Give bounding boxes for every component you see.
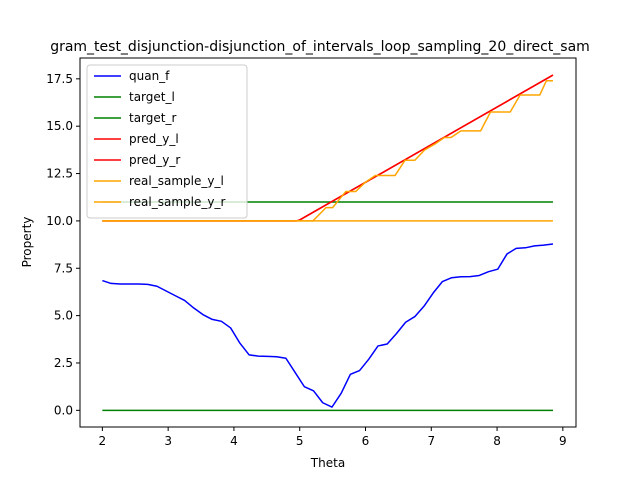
x-axis: 2 3 4 5 6 7 8 9 <box>99 427 567 448</box>
y-tick-label: 15.0 <box>46 119 73 133</box>
x-axis-label: Theta <box>310 456 345 470</box>
y-tick-label: 12.5 <box>46 167 73 181</box>
legend-label: quan_f <box>129 69 170 83</box>
series-line-real-sample-y-l <box>102 79 553 222</box>
y-tick-label: 0.0 <box>54 403 73 417</box>
x-tick-label: 6 <box>362 434 370 448</box>
legend-label: target_r <box>129 111 176 125</box>
y-tick-label: 17.5 <box>46 72 73 86</box>
legend-label: pred_y_l <box>129 132 179 146</box>
y-tick-label: 2.5 <box>54 356 73 370</box>
y-axis: 0.0 2.5 5.0 7.5 10.0 12.5 15.0 17.5 <box>46 72 80 417</box>
legend-label: real_sample_y_l <box>129 174 224 188</box>
y-tick-label: 7.5 <box>54 261 73 275</box>
legend-box <box>86 64 248 219</box>
x-tick-label: 2 <box>99 434 107 448</box>
legend-label: real_sample_y_r <box>129 195 225 209</box>
legend-label: target_l <box>129 90 175 104</box>
y-tick-label: 10.0 <box>46 214 73 228</box>
chart-title: gram_test_disjunction-disjunction_of_int… <box>50 39 590 55</box>
x-tick-label: 9 <box>559 434 567 448</box>
plot-frame <box>79 57 577 428</box>
y-axis-label: Property <box>20 217 34 268</box>
legend: quan_f target_l target_r pred_y_l pred_y_rre… <box>86 64 248 219</box>
x-tick-label: 5 <box>296 434 304 448</box>
x-tick-label: 7 <box>427 434 435 448</box>
y-tick-label: 5.0 <box>54 309 73 323</box>
series-line-quan-f <box>102 243 554 408</box>
x-tick-label: 8 <box>493 434 501 448</box>
x-tick-label: 4 <box>230 434 238 448</box>
x-tick-label: 3 <box>164 434 172 448</box>
legend-label: pred_y_r <box>129 153 180 167</box>
